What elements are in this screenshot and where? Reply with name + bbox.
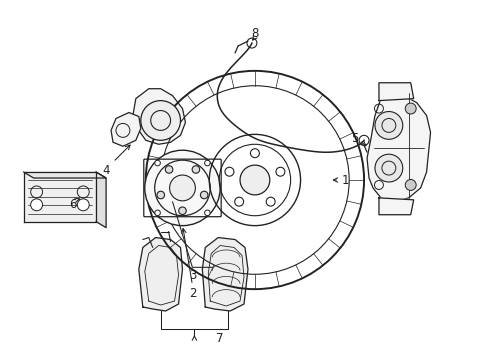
Circle shape <box>155 210 160 216</box>
Circle shape <box>31 199 42 211</box>
Circle shape <box>192 166 199 173</box>
Circle shape <box>405 180 415 190</box>
Circle shape <box>374 112 402 139</box>
Text: 1: 1 <box>341 174 348 186</box>
Text: 7: 7 <box>216 332 224 345</box>
Circle shape <box>374 154 402 182</box>
Circle shape <box>155 160 160 166</box>
Circle shape <box>144 150 220 226</box>
Polygon shape <box>96 172 106 228</box>
Circle shape <box>405 103 415 114</box>
Circle shape <box>178 207 186 215</box>
Polygon shape <box>111 113 141 146</box>
Polygon shape <box>366 93 429 202</box>
Polygon shape <box>139 238 182 311</box>
Circle shape <box>204 210 210 216</box>
Circle shape <box>141 100 180 140</box>
Polygon shape <box>133 89 185 144</box>
Text: 5: 5 <box>350 132 358 145</box>
Text: 6: 6 <box>69 198 77 211</box>
Text: 3: 3 <box>188 269 196 282</box>
Circle shape <box>157 191 164 199</box>
Circle shape <box>200 191 207 199</box>
Circle shape <box>165 166 172 173</box>
Polygon shape <box>24 172 106 178</box>
Polygon shape <box>202 238 247 311</box>
Circle shape <box>169 175 195 201</box>
Polygon shape <box>378 198 413 215</box>
Circle shape <box>77 199 89 211</box>
Circle shape <box>204 160 210 166</box>
Text: 2: 2 <box>188 287 196 300</box>
Polygon shape <box>24 172 96 222</box>
Text: 8: 8 <box>251 27 258 40</box>
Circle shape <box>240 165 269 195</box>
Polygon shape <box>378 83 413 100</box>
Text: 4: 4 <box>102 163 110 176</box>
